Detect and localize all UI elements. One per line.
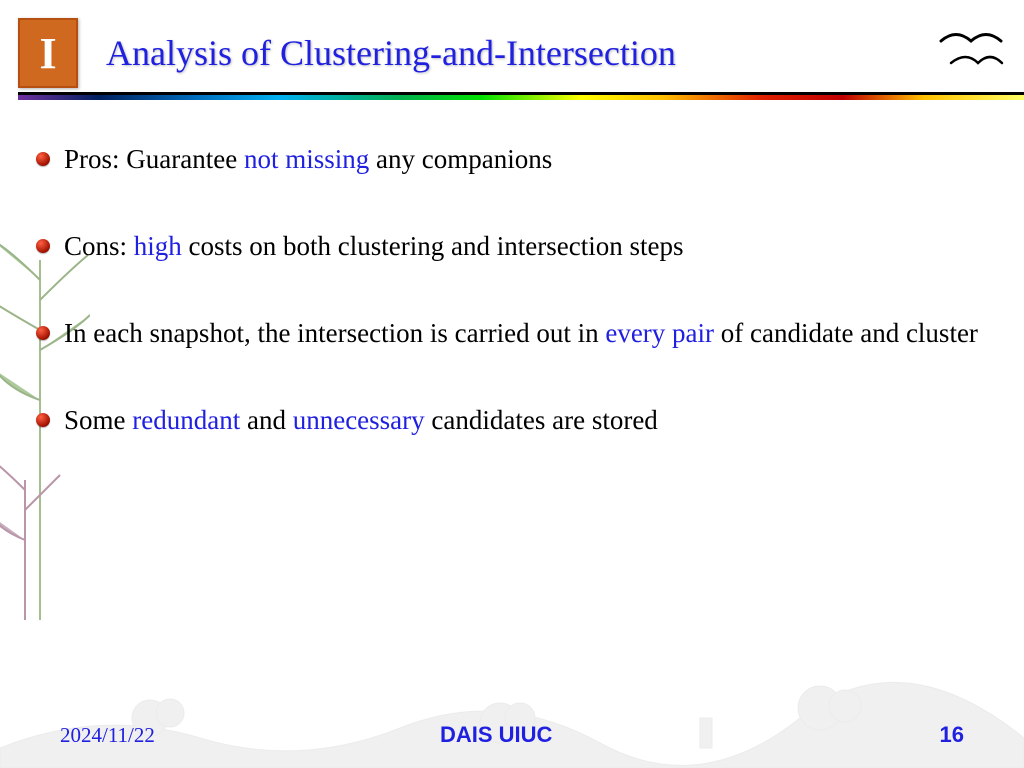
bullet-item: Some redundant and unnecessary candidate… xyxy=(36,401,994,440)
rainbow-divider xyxy=(18,92,1024,100)
bullet-icon xyxy=(36,413,50,427)
logo-letter: I xyxy=(39,28,56,79)
slide-body: Pros: Guarantee not missing any companio… xyxy=(36,140,994,489)
bullet-icon xyxy=(36,239,50,253)
bullet-item: Cons: high costs on both clustering and … xyxy=(36,227,994,266)
bullet-text: In each snapshot, the intersection is ca… xyxy=(64,314,994,353)
footer-date: 2024/11/22 xyxy=(60,723,155,748)
bullet-item: In each snapshot, the intersection is ca… xyxy=(36,314,994,353)
bullet-item: Pros: Guarantee not missing any companio… xyxy=(36,140,994,179)
bullet-text: Pros: Guarantee not missing any companio… xyxy=(64,140,994,179)
bullet-icon xyxy=(36,326,50,340)
bullet-text: Some redundant and unnecessary candidate… xyxy=(64,401,994,440)
slide-title: Analysis of Clustering-and-Intersection xyxy=(78,32,936,74)
bullet-icon xyxy=(36,152,50,166)
birds-icon xyxy=(936,23,1006,83)
bullet-text: Cons: high costs on both clustering and … xyxy=(64,227,994,266)
footer-org: DAIS UIUC xyxy=(440,722,552,748)
slide-footer: 2024/11/22 DAIS UIUC 16 xyxy=(0,720,1024,750)
footer-landscape-decoration xyxy=(0,648,1024,768)
uiuc-logo: I xyxy=(18,18,78,88)
footer-page-number: 16 xyxy=(940,722,964,748)
slide-header: I Analysis of Clustering-and-Intersectio… xyxy=(18,18,1006,88)
